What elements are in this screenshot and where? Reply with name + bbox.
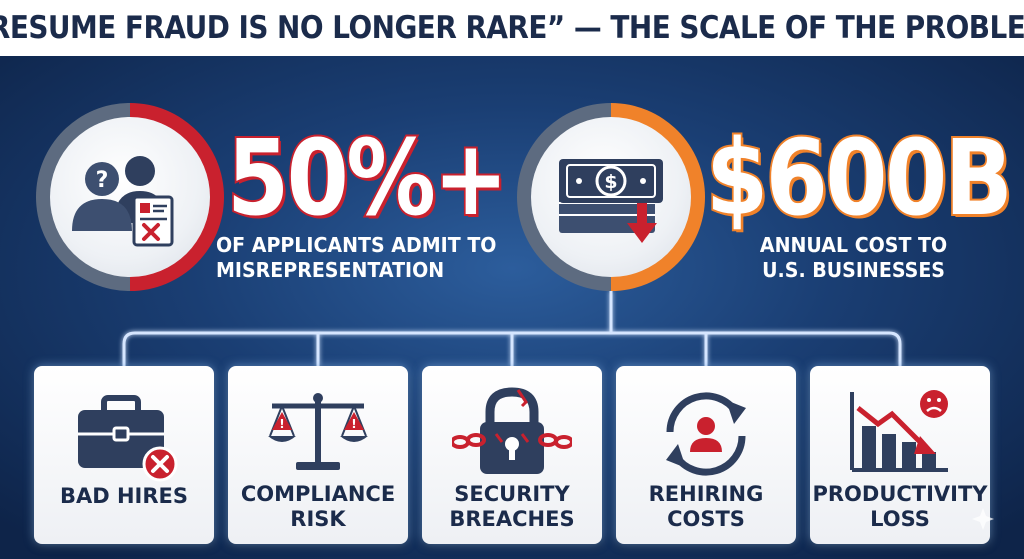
title-banner: “RESUME FRAUD IS NO LONGER RARE” — THE S… — [0, 0, 1024, 56]
briefcase-reject-icon — [78, 395, 178, 482]
svg-text:$: $ — [604, 171, 617, 193]
sparkle-icon — [972, 508, 994, 530]
impact-card-compliance-risk: ! ! COMPLIANCE RISK — [228, 366, 408, 544]
impact-card-productivity-loss: PRODUCTIVITY LOSS — [810, 366, 990, 544]
impact-label: SECURITY BREACHES — [449, 482, 575, 531]
impact-card-security-breaches: SECURITY BREACHES — [422, 366, 602, 544]
applicants-stat-value: 50%+ — [225, 117, 510, 239]
money-loss-icon: $ — [559, 159, 663, 243]
impact-label: BAD HIRES — [59, 484, 189, 508]
impact-label: PRODUCTIVITY LOSS — [812, 482, 988, 531]
impact-label: REHIRING COSTS — [648, 482, 764, 531]
broken-lock-icon — [452, 387, 572, 474]
cost-stat-caption: ANNUAL COST TO U.S. BUSINESSES — [759, 233, 948, 282]
declining-chart-icon — [850, 390, 948, 472]
cost-stat-ring: $ — [517, 103, 705, 291]
svg-text:!: ! — [279, 417, 284, 431]
rehire-cycle-icon — [666, 392, 746, 476]
impact-card-bad-hires: BAD HIRES — [34, 366, 214, 544]
scales-warning-icon: ! ! — [268, 393, 368, 470]
svg-text:?: ? — [96, 168, 109, 193]
impact-card-rehiring-costs: REHIRING COSTS — [616, 366, 796, 544]
svg-text:!: ! — [351, 417, 356, 431]
impact-label: COMPLIANCE RISK — [240, 482, 396, 531]
cost-stat-value: $600B — [704, 117, 1014, 239]
page-title: “RESUME FRAUD IS NO LONGER RARE” — THE S… — [0, 10, 1024, 46]
applicants-resume-icon: ? — [72, 156, 174, 247]
applicants-stat-caption: OF APPLICANTS ADMIT TO MISREPRESENTATION — [216, 233, 497, 282]
applicants-stat-ring: ? — [36, 103, 224, 291]
